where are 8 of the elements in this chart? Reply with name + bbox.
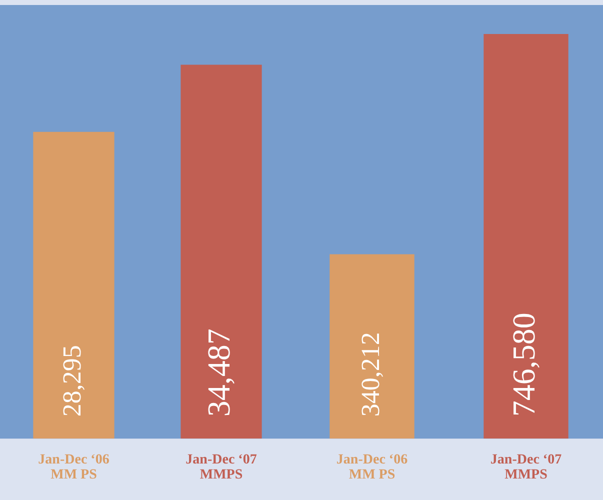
data-label: 340,212 [356, 332, 385, 417]
x-tick-label: Jan-Dec ‘07 MMPS [490, 452, 562, 482]
data-label: 746,580 [505, 312, 542, 417]
x-tick-label: Jan-Dec ‘07 MMPS [186, 452, 257, 482]
data-label: 34,487 [200, 328, 237, 417]
x-tick-label: Jan-Dec ‘06 MM PS [38, 452, 110, 482]
x-tick-label: Jan-Dec ‘06 MM PS [336, 452, 408, 482]
data-label: 28,295 [58, 345, 87, 417]
